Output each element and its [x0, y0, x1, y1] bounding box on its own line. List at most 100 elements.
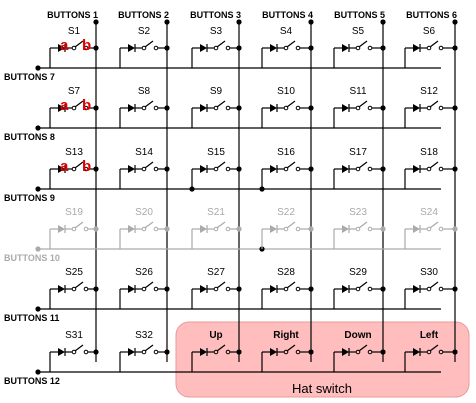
column-label: BUTTONS 1: [47, 10, 98, 20]
switch-contact: [355, 226, 361, 232]
switch-lever: [74, 221, 84, 229]
switch-lever: [216, 100, 226, 108]
diode-icon: [200, 165, 207, 173]
junction-dot: [164, 226, 170, 232]
diode-icon: [270, 225, 277, 233]
junction-dot: [164, 349, 170, 355]
column-terminal: [164, 19, 170, 25]
column-terminal: [236, 19, 242, 25]
diode-icon: [270, 348, 277, 356]
column-label: BUTTONS 2: [118, 10, 169, 20]
switch-cell: S4: [261, 26, 314, 68]
switch-lever: [286, 221, 296, 229]
switch-contact: [141, 166, 147, 172]
switch-label: S19: [65, 207, 83, 218]
switch-contact: [153, 105, 159, 111]
switch-lever: [286, 281, 296, 289]
switch-lever: [286, 100, 296, 108]
switch-contact: [71, 226, 77, 232]
switch-contact: [283, 226, 289, 232]
hat-direction-label: Left: [420, 330, 439, 341]
switch-label: S7: [68, 86, 81, 97]
junction-dot: [380, 349, 386, 355]
switch-contact: [141, 349, 147, 355]
switch-label: S22: [277, 207, 295, 218]
column-label: BUTTONS 5: [334, 10, 385, 20]
diode-icon: [58, 225, 65, 233]
column-terminal: [308, 19, 314, 25]
switch-contact: [355, 349, 361, 355]
diode-icon: [270, 285, 277, 293]
switch-contact: [367, 286, 373, 292]
switch-cell: S15: [191, 147, 242, 189]
column-terminal: [452, 19, 458, 25]
diode-icon: [128, 285, 135, 293]
switch-contact: [141, 45, 147, 51]
switch-cell: S24: [404, 207, 458, 249]
switch-contact: [295, 105, 301, 111]
switch-contact: [438, 45, 444, 51]
switch-cell: Left: [404, 330, 458, 372]
switch-contact: [355, 45, 361, 51]
switch-label: S26: [135, 267, 153, 278]
switch-contact: [283, 166, 289, 172]
switch-contact: [71, 45, 77, 51]
junction-dot: [452, 105, 458, 111]
junction-dot: [308, 166, 314, 172]
diode-icon: [128, 104, 135, 112]
switch-contact: [225, 166, 231, 172]
junction-dot: [236, 349, 242, 355]
column-label: BUTTONS 6: [406, 10, 457, 20]
switch-contact: [213, 226, 219, 232]
diode-icon: [200, 225, 207, 233]
diode-icon: [128, 348, 135, 356]
switch-contact: [71, 349, 77, 355]
switch-cell: S20: [119, 207, 170, 249]
diode-icon: [342, 225, 349, 233]
switch-label: S23: [349, 207, 367, 218]
junction-dot: [380, 45, 386, 51]
switch-contact: [367, 166, 373, 172]
switch-contact: [153, 166, 159, 172]
switch-contact: [153, 45, 159, 51]
diode-icon: [58, 348, 65, 356]
switch-lever: [144, 221, 154, 229]
switch-lever: [144, 281, 154, 289]
switch-contact: [213, 105, 219, 111]
junction-dot: [380, 286, 386, 292]
diode-icon: [200, 104, 207, 112]
junction-dot: [236, 45, 242, 51]
switch-cell: S16: [261, 147, 314, 189]
diode-icon: [270, 165, 277, 173]
switch-lever: [74, 344, 84, 352]
junction-dot: [308, 45, 314, 51]
switch-contact: [71, 286, 77, 292]
switch-label: S12: [420, 86, 438, 97]
hat-direction-label: Up: [209, 330, 222, 341]
switch-cell: S17: [333, 147, 386, 189]
switch-contact: [426, 349, 432, 355]
diode-icon: [413, 104, 420, 112]
switch-label: S15: [207, 147, 225, 158]
switch-label: S30: [420, 267, 438, 278]
switch-contact: [295, 45, 301, 51]
switch-lever: [429, 40, 439, 48]
diode-icon: [413, 165, 420, 173]
switch-label: S14: [135, 147, 153, 158]
switch-lever: [144, 161, 154, 169]
switch-label: S6: [423, 26, 436, 37]
annotation-b: b: [82, 37, 91, 54]
switch-cell: S10: [261, 86, 314, 128]
switch-lever: [429, 100, 439, 108]
switch-cell: S31: [49, 330, 99, 372]
switch-cell: S12: [404, 86, 458, 128]
switch-lever: [74, 40, 84, 48]
switch-cell: S32: [119, 330, 170, 372]
switch-lever: [144, 40, 154, 48]
diode-icon: [128, 165, 135, 173]
switch-contact: [153, 349, 159, 355]
diode-icon: [342, 348, 349, 356]
annotation-a: a: [60, 97, 69, 114]
junction-dot: [380, 105, 386, 111]
